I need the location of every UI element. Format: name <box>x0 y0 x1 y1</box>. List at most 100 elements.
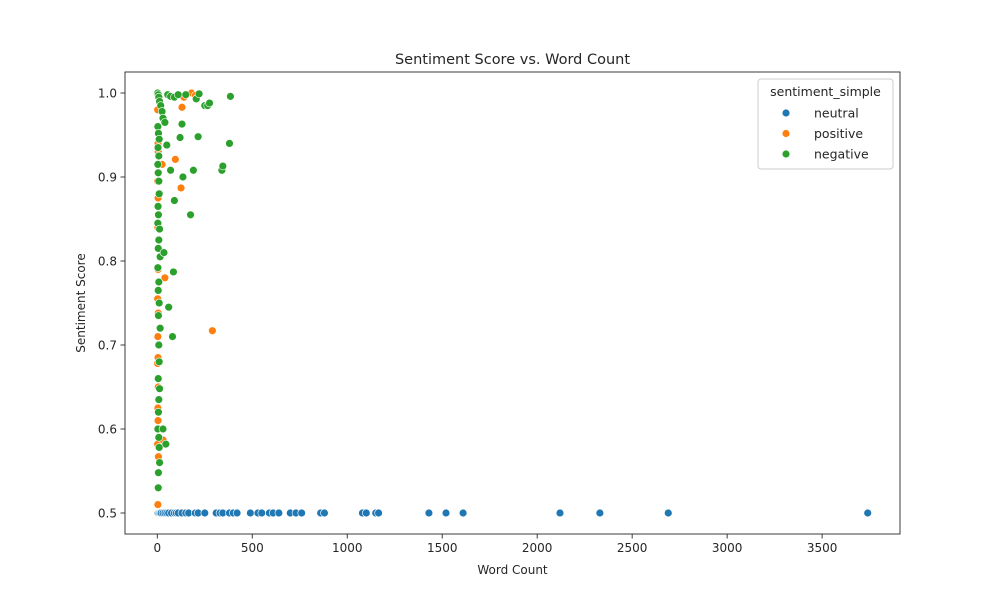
y-tick-label: 0.7 <box>98 338 117 352</box>
x-tick-label: 500 <box>241 541 264 555</box>
point-negative <box>154 244 163 253</box>
legend-entries: neutral positive negative <box>781 106 869 162</box>
point-positive <box>177 103 187 112</box>
point-neutral <box>320 508 329 518</box>
plot-frame <box>124 71 901 535</box>
point-neutral <box>374 508 383 518</box>
point-negative <box>154 433 164 442</box>
point-negative <box>225 139 234 148</box>
legend-title: sentiment_simple <box>770 84 881 99</box>
point-negative <box>154 483 163 492</box>
point-negative <box>169 267 178 277</box>
y-tick-label: 0.5 <box>98 506 117 520</box>
point-negative <box>154 151 164 161</box>
point-negative <box>178 172 188 182</box>
x-tick-label: 2500 <box>617 541 648 555</box>
point-neutral <box>297 508 306 518</box>
point-neutral <box>232 508 242 518</box>
point-negative <box>154 235 164 245</box>
point-negative <box>186 210 195 220</box>
point-neutral <box>246 508 255 518</box>
point-negative <box>160 118 170 127</box>
point-negative <box>154 135 164 144</box>
point-negative <box>155 384 164 393</box>
point-negative <box>154 374 163 383</box>
point-negative <box>154 443 164 452</box>
point-negative <box>194 89 204 99</box>
point-negative <box>168 332 177 341</box>
point-negative <box>181 90 190 99</box>
x-tick-label: 1000 <box>332 541 363 555</box>
point-negative <box>154 210 163 220</box>
point-neutral <box>458 508 468 518</box>
legend-label-neutral: neutral <box>814 106 859 121</box>
x-axis-label: Word Count <box>477 563 548 577</box>
point-negative <box>154 340 164 350</box>
point-negative <box>153 202 163 211</box>
point-neutral <box>362 508 371 518</box>
point-negative <box>162 140 171 150</box>
points-layer <box>153 88 872 518</box>
point-positive <box>171 155 180 164</box>
point-negative <box>193 132 203 141</box>
point-negative <box>154 189 164 199</box>
y-tick-label: 0.8 <box>98 254 117 268</box>
y-tick-label: 1.0 <box>98 86 117 100</box>
point-negative <box>155 224 164 234</box>
point-negative <box>226 92 235 101</box>
point-positive <box>153 416 163 425</box>
x-tick-label: 3500 <box>807 541 838 555</box>
y-axis-ticks: 0.5 0.6 0.7 0.8 0.9 1.0 <box>98 86 125 520</box>
point-negative <box>173 90 183 99</box>
point-neutral <box>441 508 451 518</box>
legend-marker-neutral <box>781 108 791 118</box>
point-negative <box>218 161 228 171</box>
point-neutral <box>200 508 209 518</box>
point-negative <box>164 303 173 312</box>
point-neutral <box>424 508 434 518</box>
point-negative <box>155 324 165 333</box>
legend-box <box>757 78 894 170</box>
point-negative <box>154 357 164 366</box>
point-negative <box>154 395 164 404</box>
legend: sentiment_simple neutral positive negative <box>757 78 894 170</box>
point-positive <box>160 273 170 282</box>
point-neutral <box>664 508 673 518</box>
point-negative <box>154 286 163 295</box>
point-positive <box>153 500 163 509</box>
point-neutral <box>863 508 872 518</box>
legend-marker-positive <box>781 129 791 138</box>
point-positive <box>153 332 163 341</box>
legend-label-negative: negative <box>814 147 869 162</box>
point-neutral <box>595 508 605 518</box>
point-negative <box>189 166 198 175</box>
point-negative <box>154 408 163 417</box>
point-negative <box>159 248 169 257</box>
point-negative <box>177 119 187 129</box>
point-negative <box>161 439 171 449</box>
point-positive <box>176 183 186 193</box>
legend-marker-negative <box>781 149 791 159</box>
point-negative <box>155 458 164 467</box>
point-negative <box>154 277 164 287</box>
x-tick-label: 3000 <box>712 541 743 555</box>
point-negative <box>153 143 163 152</box>
point-negative <box>175 133 185 142</box>
point-negative <box>153 160 163 169</box>
x-tick-label: 1500 <box>427 541 458 555</box>
legend-label-positive: positive <box>814 126 863 141</box>
point-positive <box>208 326 217 335</box>
y-tick-label: 0.6 <box>98 422 117 436</box>
point-neutral <box>257 508 266 518</box>
point-negative <box>154 468 163 477</box>
x-axis-ticks: 0 500 1000 1500 2000 2500 3000 3500 <box>153 534 837 555</box>
chart-title: Sentiment Score vs. Word Count <box>395 52 630 68</box>
point-negative <box>205 98 214 108</box>
y-axis-label: Sentiment Score <box>74 253 88 352</box>
point-neutral <box>274 508 284 518</box>
point-negative <box>154 168 163 178</box>
point-negative <box>153 263 163 272</box>
point-negative <box>154 311 163 320</box>
point-negative <box>166 166 175 175</box>
